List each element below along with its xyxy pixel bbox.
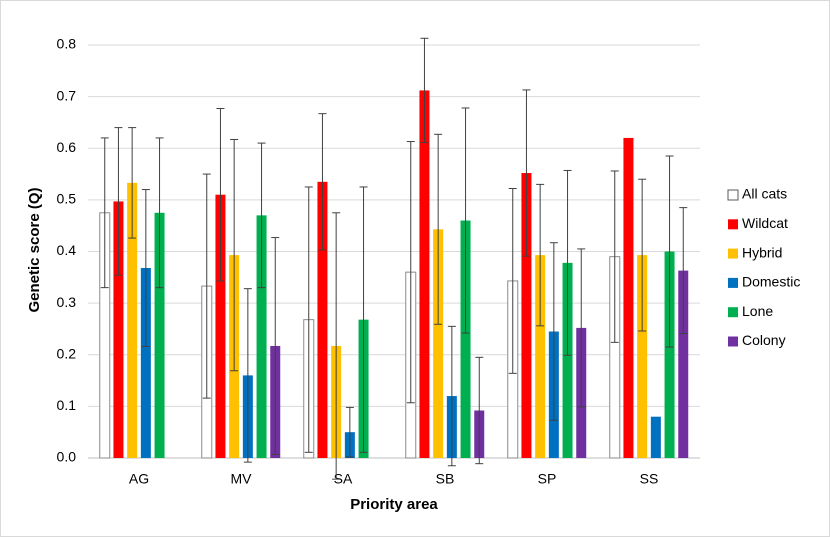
error-bar <box>257 142 266 289</box>
error-bar <box>318 113 327 251</box>
legend-label: Hybrid <box>742 244 782 260</box>
legend-swatch <box>728 277 738 288</box>
error-bar <box>536 183 545 327</box>
bar <box>664 251 675 458</box>
x-tick-label: SP <box>538 471 557 487</box>
x-tick-label: MV <box>231 471 253 487</box>
x-tick-label: SS <box>640 471 659 487</box>
error-bar <box>345 406 354 458</box>
error-bar <box>508 188 517 374</box>
error-bar <box>141 189 150 347</box>
x-axis-title: Priority area <box>350 496 438 513</box>
bar <box>562 262 573 458</box>
error-bar <box>202 173 211 399</box>
error-bar <box>563 169 572 356</box>
error-bar <box>665 155 674 348</box>
bar <box>460 220 471 458</box>
legend-swatch <box>728 307 738 318</box>
error-bar <box>100 137 109 289</box>
bar <box>140 268 151 458</box>
y-tick-label: 0.3 <box>57 294 77 310</box>
error-bar <box>406 141 415 404</box>
bar <box>215 194 226 458</box>
y-tick-label: 0.0 <box>57 449 77 465</box>
bar <box>535 255 546 458</box>
error-bar <box>447 325 456 467</box>
error-bar <box>420 37 429 144</box>
legend-label: All cats <box>742 186 787 202</box>
y-axis-title: Genetic score (Q) <box>26 187 43 312</box>
error-bar <box>155 137 164 289</box>
legend-label: Domestic <box>742 274 800 290</box>
error-bar <box>243 288 252 463</box>
legend-label: Colony <box>742 332 786 348</box>
x-tick-label: SB <box>436 471 455 487</box>
y-tick-label: 0.5 <box>57 191 77 207</box>
bar <box>678 270 689 458</box>
error-bar <box>679 207 688 335</box>
error-bar <box>522 89 531 257</box>
bar <box>256 215 267 458</box>
error-bar <box>610 170 619 343</box>
error-bar <box>434 133 443 325</box>
error-bar <box>461 107 470 334</box>
bar <box>317 181 328 458</box>
y-tick-label: 0.8 <box>57 36 77 52</box>
bar <box>113 201 124 458</box>
bar <box>127 182 138 458</box>
bar <box>650 416 661 458</box>
legend-swatch <box>727 189 739 201</box>
legend-label: Lone <box>742 303 773 319</box>
error-bar <box>271 237 280 455</box>
legend-swatch <box>728 336 738 347</box>
error-bar <box>230 138 239 372</box>
error-bar <box>216 107 225 282</box>
x-tick-label: AG <box>129 471 149 487</box>
bar <box>637 255 648 458</box>
bar <box>433 229 444 458</box>
bar <box>623 137 634 459</box>
bar <box>419 90 430 459</box>
error-bar <box>128 127 137 239</box>
error-bar <box>638 178 647 332</box>
y-tick-label: 0.4 <box>57 242 77 258</box>
legend-swatch <box>728 248 738 259</box>
error-bar <box>304 186 313 453</box>
error-bar <box>549 242 558 421</box>
y-tick-label: 0.1 <box>57 397 77 413</box>
bar <box>154 212 165 458</box>
error-bar <box>475 356 484 465</box>
y-tick-label: 0.7 <box>57 87 77 103</box>
error-bar <box>359 186 368 453</box>
error-bar <box>577 248 586 408</box>
y-tick-label: 0.2 <box>57 345 77 361</box>
x-tick-label: SA <box>334 471 353 487</box>
y-tick-label: 0.6 <box>57 139 77 155</box>
error-bar <box>332 212 341 480</box>
bar <box>521 173 532 458</box>
legend-swatch <box>728 219 738 230</box>
error-bar <box>114 127 123 276</box>
legend-label: Wildcat <box>742 215 788 231</box>
